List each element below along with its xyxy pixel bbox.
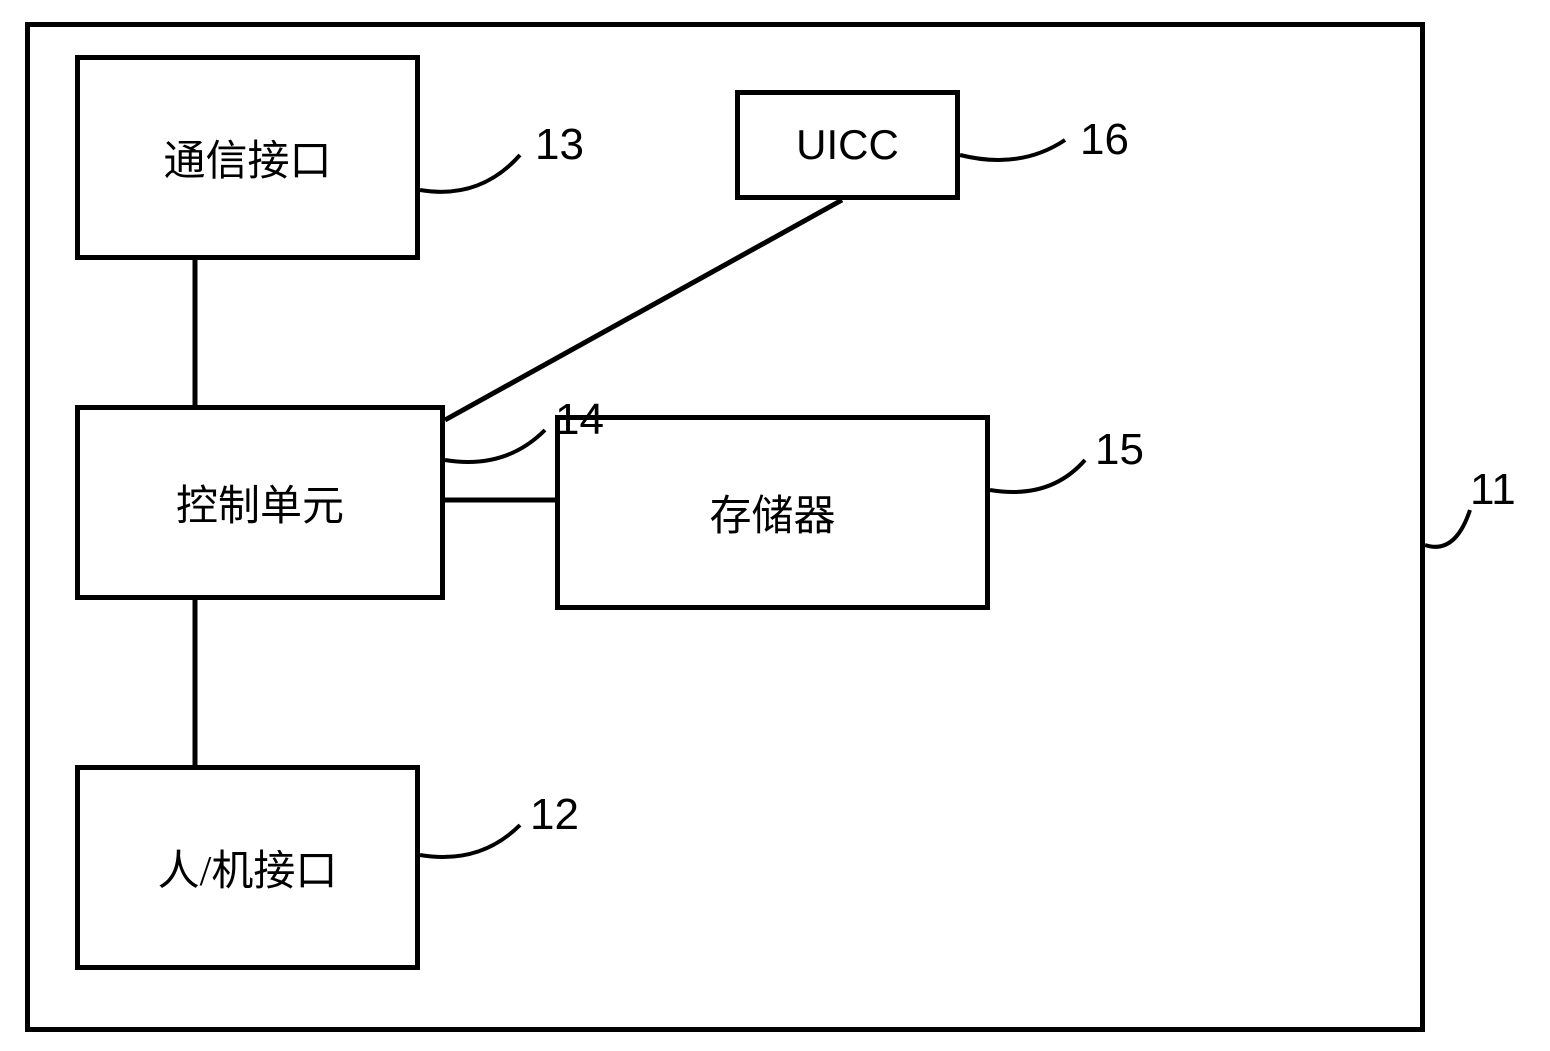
node-memory: 存储器 [555, 415, 990, 610]
ref-13: 13 [535, 120, 584, 170]
ref-15: 15 [1095, 425, 1144, 475]
ref-16: 16 [1080, 115, 1129, 165]
diagram-canvas: 通信接口 UICC 控制单元 存储器 人/机接口 13 16 14 15 12 … [0, 0, 1550, 1051]
node-control-unit: 控制单元 [75, 405, 445, 600]
leader-11 [1425, 510, 1470, 547]
node-uicc: UICC [735, 90, 960, 200]
node-hmi-label: 人/机接口 [158, 837, 338, 898]
node-comm-interface-label: 通信接口 [163, 127, 331, 188]
ref-14: 14 [555, 395, 604, 445]
node-uicc-label: UICC [796, 121, 899, 169]
node-hmi: 人/机接口 [75, 765, 420, 970]
ref-12: 12 [530, 790, 579, 840]
node-comm-interface: 通信接口 [75, 55, 420, 260]
node-memory-label: 存储器 [709, 482, 835, 543]
ref-11: 11 [1470, 465, 1516, 515]
node-control-unit-label: 控制单元 [176, 472, 344, 533]
